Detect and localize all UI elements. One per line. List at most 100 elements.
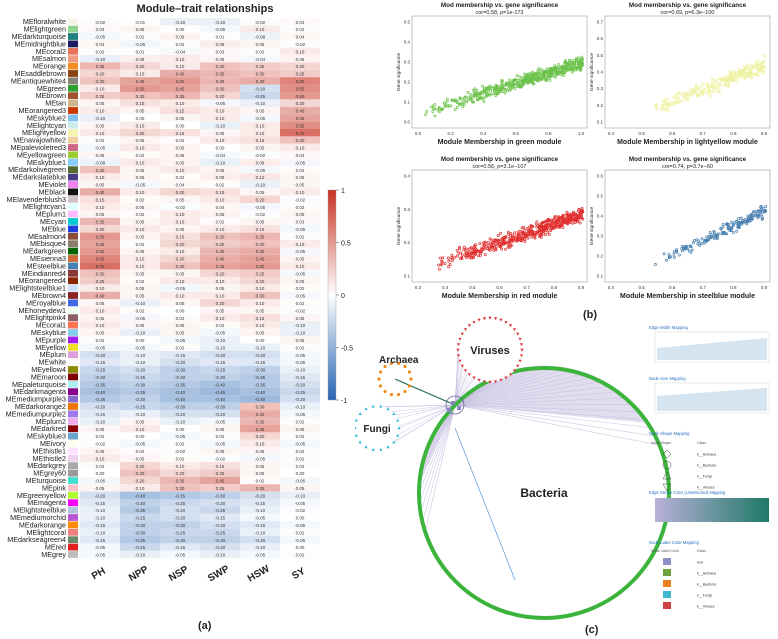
heatmap-cell (120, 476, 160, 485)
archaea-node (377, 377, 381, 381)
heatmap-cell (160, 351, 200, 359)
heatmap-cell (80, 417, 120, 425)
cell-value: -0.06 (135, 42, 146, 47)
scatter-point (710, 77, 714, 81)
trait-label: PH (90, 566, 108, 582)
heatmap-cell (120, 217, 160, 226)
module-color-swatch (68, 484, 78, 492)
heatmap-cell (280, 129, 320, 137)
virus-node (516, 364, 520, 368)
scatter-point (736, 75, 740, 79)
scatter-point (665, 258, 669, 262)
fungi-node (358, 440, 362, 444)
heatmap-cell (200, 92, 240, 100)
scatter-title: Mod membership vs. gene significance (629, 2, 747, 9)
scatter-point (759, 209, 763, 213)
archaea-node (378, 384, 383, 388)
scatter-point (740, 74, 744, 78)
cell-value: 0.10 (256, 27, 265, 32)
cell-value: 0.10 (216, 294, 225, 299)
heatmap-cell (280, 84, 320, 92)
scatter-point (447, 265, 451, 269)
heatmap-cell (120, 240, 160, 248)
colorbar-tick-label: 0 (341, 293, 345, 300)
scatter-point (473, 94, 477, 98)
panel-a-label: (a) (198, 620, 212, 632)
heatmap-cell (280, 321, 320, 329)
virus-node (518, 337, 522, 341)
heatmap-cell (160, 188, 200, 196)
heatmap-cell (240, 314, 280, 322)
heatmap-cell (120, 99, 160, 107)
heatmap-cell (280, 536, 320, 544)
cell-value: 0.06 (296, 57, 305, 62)
scatter-point (759, 67, 763, 71)
scatter-point (525, 73, 528, 77)
cell-value: 0.02 (296, 205, 305, 210)
cell-value: -0.20 (175, 516, 186, 521)
module-label: MEsienna3 (30, 254, 66, 263)
heatmap-cell (200, 262, 240, 270)
scatter-point (529, 229, 533, 233)
virus-node (482, 380, 487, 384)
colorbar-tick-label: 0.5 (341, 241, 351, 248)
scatter-point (745, 67, 749, 71)
cell-value: 0.15 (216, 464, 225, 469)
heatmap-cell (240, 114, 280, 122)
heatmap-cell (120, 462, 160, 470)
y-tick-label: 0.2 (404, 240, 411, 245)
cell-value: 0.02 (296, 345, 305, 350)
virus-node (477, 318, 481, 322)
x-tick-label: 0.8 (730, 285, 737, 290)
scatter-point (718, 77, 722, 81)
cell-value: 0.30 (96, 271, 105, 276)
heatmap-cell (160, 195, 200, 203)
scatter-point (713, 233, 716, 237)
scatter-point (750, 64, 753, 68)
scatter-point (459, 257, 462, 260)
module-label: MEgreen (37, 84, 66, 93)
heatmap-cell (80, 351, 120, 359)
heatmap-cell (80, 55, 120, 63)
cell-value: -0.35 (175, 382, 186, 387)
heatmap-cell (280, 180, 320, 189)
cell-value: -0.10 (255, 545, 266, 550)
module-color-swatch (68, 136, 78, 144)
heatmap-cell (200, 499, 240, 507)
scatter-point (733, 72, 737, 75)
heatmap-cell (240, 84, 280, 92)
scatter-point (508, 88, 512, 92)
scatter-point (744, 75, 748, 79)
legend-col-header: Node Shape (651, 441, 671, 445)
panel-b-label: (b) (583, 309, 598, 321)
panel-c-label: (c) (585, 624, 599, 636)
heatmap-cell (160, 247, 200, 255)
module-label: MEyellow (35, 343, 67, 352)
fungi-node (396, 418, 400, 422)
cell-value: -0.05 (175, 553, 186, 558)
scatter-point (541, 226, 545, 229)
scatter-point (540, 230, 544, 234)
cell-value: 0.10 (256, 123, 265, 128)
viruses-label: Viruses (470, 345, 510, 357)
heatmap-cell (120, 188, 160, 196)
cell-value: 0.10 (96, 323, 105, 328)
cell-value: 0.02 (96, 338, 105, 343)
heatmap-cell (80, 158, 120, 166)
heatmap-cell (200, 158, 240, 166)
heatmap-cell (120, 136, 160, 144)
cell-value: -0.10 (295, 323, 306, 328)
heatmap-cell (240, 25, 280, 33)
scatter-point (498, 239, 502, 243)
cell-value: -0.25 (215, 508, 226, 513)
scatter-point (574, 216, 578, 220)
cell-value: 0.45 (216, 264, 225, 269)
scatter-point (749, 214, 753, 218)
module-color-swatch (68, 373, 78, 381)
scatter-point (553, 221, 557, 225)
module-color-swatch (68, 366, 78, 373)
heatmap-cell (240, 336, 280, 344)
heatmap-cell (240, 136, 280, 144)
scatter-point (493, 238, 497, 242)
module-label: MEbrown (36, 91, 66, 100)
